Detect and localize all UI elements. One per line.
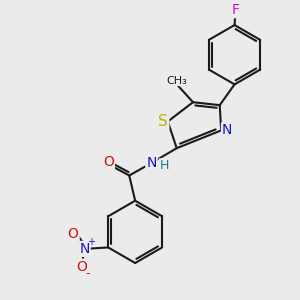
Text: F: F — [232, 3, 240, 17]
Text: S: S — [158, 114, 168, 129]
Text: O: O — [103, 155, 114, 169]
Text: O: O — [68, 227, 79, 241]
Text: N: N — [146, 156, 157, 170]
Text: +: + — [87, 237, 95, 248]
Text: O: O — [76, 260, 87, 274]
Text: CH₃: CH₃ — [166, 76, 187, 85]
Text: N: N — [79, 242, 90, 256]
Text: -: - — [86, 267, 90, 280]
Text: H: H — [159, 159, 169, 172]
Text: N: N — [222, 123, 232, 137]
